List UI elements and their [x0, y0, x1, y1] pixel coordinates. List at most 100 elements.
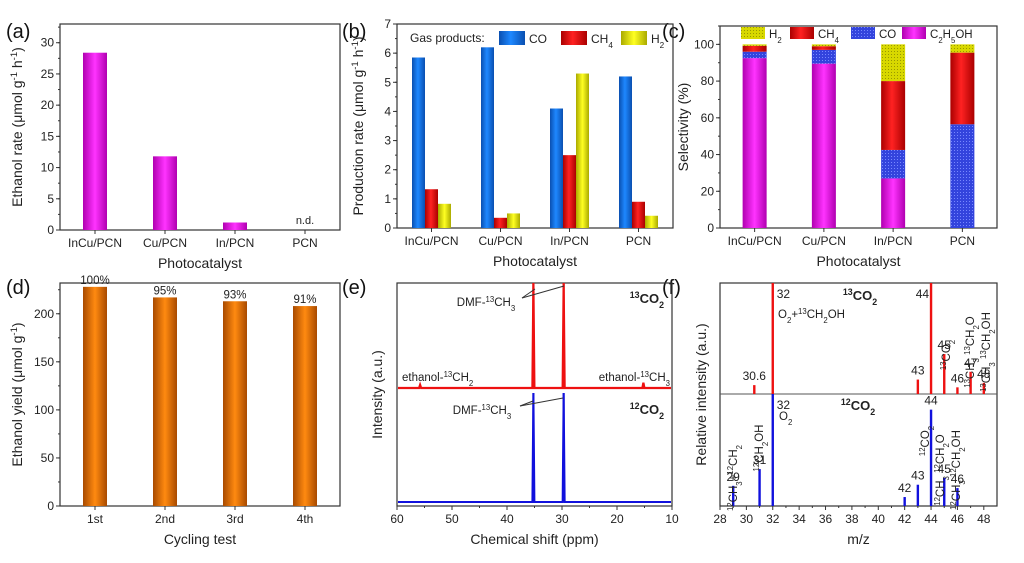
peak-label: 46	[951, 472, 965, 486]
series-label: 13CO2	[843, 287, 877, 307]
annotation-arrow	[521, 285, 565, 299]
stack-CH₄-In/PCN	[881, 81, 906, 150]
x-tick-label: InCu/PCN	[68, 236, 122, 250]
legend-label: CH4	[818, 29, 840, 45]
annotation-7: 12CO2	[918, 426, 936, 456]
series-label: 13CO2	[630, 290, 664, 310]
stack-C₂H₅OH-InCu/PCN	[742, 58, 767, 228]
y-tick-label: 3	[384, 134, 391, 148]
bar-H₂-In/PCN	[576, 73, 589, 229]
data-label: 93%	[223, 289, 246, 301]
legend-label: CH4	[591, 32, 613, 50]
x-tick-label: In/PCN	[874, 234, 913, 248]
x-tick-label: 3rd	[226, 512, 243, 526]
bar-CH₄-In/PCN	[563, 155, 576, 228]
series-label: 12CO2	[630, 401, 664, 421]
x-tick-label: 10	[665, 512, 679, 526]
bar-H₂-Cu/PCN	[507, 213, 520, 228]
annotation-dmf-12: DMF-13CH3	[453, 403, 511, 421]
x-tick-label: 2nd	[155, 512, 175, 526]
data-label: 95%	[153, 285, 176, 297]
y-tick-label: 100	[34, 403, 54, 417]
bar-CO-InCu/PCN	[412, 57, 425, 229]
y-tick-label: 60	[701, 111, 715, 125]
x-tick-label: 50	[445, 512, 459, 526]
peak-label: 43	[911, 364, 925, 378]
peak-label: 46	[951, 371, 965, 385]
y-tick-label: 0	[707, 221, 714, 235]
x-tick-label: InCu/PCN	[728, 234, 782, 248]
annotation-ethanol-ch2: ethanol-13CH2	[402, 370, 473, 388]
annotation-8: 12CH3 12CH2O	[933, 434, 951, 506]
stack-CO-In/PCN	[881, 149, 906, 179]
y-tick-label: 200	[34, 307, 54, 321]
stack-H₂-InCu/PCN	[742, 44, 767, 46]
bar-3rd	[223, 301, 247, 506]
peak-label: 42	[898, 481, 912, 495]
legend-swatch-2	[621, 31, 647, 45]
y-axis-title: Ethanol yield (μmol g-1)	[9, 322, 26, 466]
x-axis-title: Photocatalyst	[816, 253, 900, 269]
x-axis-title: m/z	[847, 531, 870, 547]
annotation-9: 12CH3 12CH2OH	[949, 430, 967, 510]
x-tick-label: Cu/PCN	[478, 234, 522, 248]
stack-CH₄-Cu/PCN	[811, 46, 836, 50]
x-tick-label: 20	[610, 512, 624, 526]
y-tick-label: 7	[384, 17, 391, 31]
y-tick-label: 0	[47, 223, 54, 237]
legend-swatch-2	[851, 27, 875, 39]
stack-H₂-Cu/PCN	[811, 44, 836, 47]
annotation-2: 13CH3 13CH2O	[963, 316, 981, 388]
x-tick-label: 38	[845, 512, 859, 526]
y-tick-label: 6	[384, 46, 391, 60]
stack-CO-Cu/PCN	[811, 49, 836, 64]
annotation-4: O2	[779, 411, 792, 427]
x-tick-label: In/PCN	[216, 236, 255, 250]
y-tick-label: 1	[384, 192, 391, 206]
y-axis-title: Intensity (a.u.)	[369, 350, 385, 439]
y-tick-label: 0	[384, 221, 391, 235]
peak-label: 31	[753, 453, 767, 467]
x-tick-label: Cu/PCN	[143, 236, 187, 250]
annotation-arrow	[519, 397, 564, 407]
x-axis-title: Photocatalyst	[493, 253, 577, 269]
y-axis-title: Production rate (μmol g-1 h-1)	[350, 36, 367, 215]
legend-swatch-0	[499, 31, 525, 45]
panel-e-nmr-spectrum: 60 50 40 30 20 10 13CO2 12CO2 DMF-13CH3 ethanol-1…	[369, 282, 679, 547]
stack-CH₄-PCN	[950, 52, 975, 125]
panel-label-e: (e)	[342, 277, 366, 299]
x-tick-label: InCu/PCN	[404, 234, 458, 248]
bar-CH₄-InCu/PCN	[425, 189, 438, 228]
annotation-6: 12CH2OH	[752, 425, 770, 472]
panel-a-ethanol-rate: 0 5 10 15 20 25 30 InCu/PCN Cu/PCN In/PCN PCN n.d. P…	[9, 23, 341, 271]
y-tick-label: 30	[41, 36, 55, 50]
panel-label-d: (d)	[6, 277, 30, 299]
x-tick-label: 30	[555, 512, 569, 526]
bar-2nd	[153, 297, 177, 506]
peak-label: 45	[938, 338, 952, 352]
bar-1st	[83, 286, 107, 506]
x-axis-title: Photocatalyst	[158, 255, 242, 271]
stack-CH₄-InCu/PCN	[742, 45, 767, 52]
x-tick-label: 40	[872, 512, 886, 526]
x-tick-label: 44	[924, 512, 938, 526]
annotation-5: 12CH3+12CH2	[726, 445, 744, 511]
legend-swatch-3	[902, 27, 926, 39]
stack-C₂H₅OH-In/PCN	[881, 178, 906, 228]
x-tick-label: 40	[500, 512, 514, 526]
stack-CO-InCu/PCN	[742, 51, 767, 59]
y-tick-label: 80	[701, 74, 715, 88]
peak-label: 29	[727, 470, 741, 484]
series-label: 12CO2	[841, 397, 875, 417]
bar-in-pcn	[223, 222, 247, 230]
plot-frame	[719, 25, 998, 229]
y-tick-label: 5	[384, 75, 391, 89]
bar-4th	[293, 306, 317, 506]
legend: H2 CH4 CO C2H5OH	[741, 27, 973, 45]
legend-label: CO	[529, 32, 547, 46]
bar-annotation: n.d.	[296, 215, 314, 227]
x-axis-title: Cycling test	[164, 531, 236, 547]
annotation-1: 13CO2	[939, 340, 957, 370]
peak-label: 43	[911, 469, 925, 483]
legend-label: CO	[879, 29, 896, 41]
